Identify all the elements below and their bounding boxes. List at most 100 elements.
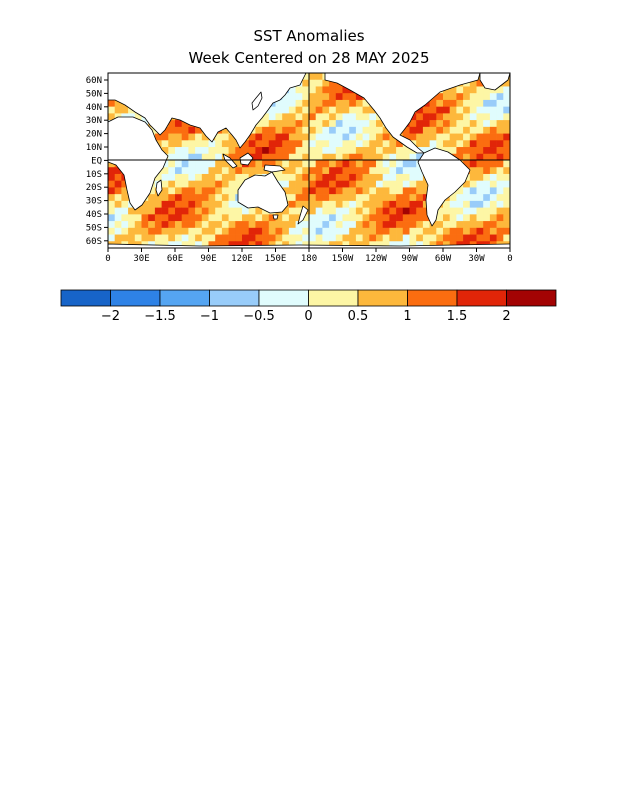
anomaly-cell [463, 227, 471, 235]
anomaly-cell [322, 106, 330, 114]
anomaly-cell [409, 227, 417, 235]
anomaly-cell [476, 147, 484, 155]
anomaly-cell [288, 93, 296, 101]
anomaly-cell [476, 153, 484, 161]
anomaly-cell [369, 106, 377, 114]
anomaly-cell [503, 79, 511, 87]
anomaly-cell [175, 227, 182, 235]
anomaly-cell [422, 126, 430, 134]
anomaly-cell [108, 167, 115, 175]
anomaly-cell [201, 234, 209, 242]
anomaly-cell [355, 194, 363, 202]
anomaly-cell [376, 153, 383, 161]
anomaly-cell [469, 93, 477, 101]
anomaly-cell [436, 133, 444, 141]
anomaly-cell [436, 241, 444, 249]
anomaly-cell [175, 221, 182, 229]
anomaly-cell [315, 207, 323, 215]
anomaly-cell [382, 187, 390, 195]
anomaly-cell [168, 187, 176, 195]
anomaly-cell [483, 214, 491, 222]
anomaly-cell [309, 73, 316, 81]
anomaly-cell [154, 173, 162, 181]
anomaly-cell [208, 234, 216, 242]
anomaly-cell [409, 207, 417, 215]
anomaly-cell [409, 153, 417, 161]
anomaly-cell [489, 180, 497, 188]
anomaly-cell [288, 133, 296, 141]
anomaly-cell [302, 140, 310, 148]
anomaly-cell [148, 187, 156, 195]
anomaly-cell [355, 133, 363, 141]
anomaly-cell [309, 126, 316, 134]
anomaly-cell [416, 214, 424, 222]
anomaly-cell [322, 167, 330, 175]
anomaly-cell [469, 153, 477, 161]
lat-tick-label: 40S [86, 210, 102, 220]
anomaly-cell [168, 153, 176, 161]
anomaly-cell [208, 140, 216, 148]
anomaly-cell [476, 133, 484, 141]
anomaly-cell [195, 227, 203, 235]
anomaly-cell [503, 106, 511, 114]
anomaly-cell [496, 106, 504, 114]
anomaly-cell [382, 160, 390, 168]
anomaly-cell [376, 160, 383, 168]
anomaly-cell [483, 106, 491, 114]
anomaly-cell [315, 227, 323, 235]
anomaly-cell [215, 133, 223, 141]
anomaly-cell [262, 234, 270, 242]
anomaly-cell [262, 133, 270, 141]
anomaly-cell [242, 140, 249, 148]
anomaly-cell [369, 180, 377, 188]
anomaly-cell [389, 180, 397, 188]
anomaly-cell [496, 214, 504, 222]
anomaly-cell [483, 153, 491, 161]
anomaly-cell [342, 153, 350, 161]
anomaly-cell [255, 126, 263, 134]
anomaly-cell [449, 227, 457, 235]
anomaly-cell [282, 99, 290, 107]
anomaly-cell [329, 106, 337, 114]
anomaly-cell [369, 214, 377, 222]
anomaly-cell [429, 106, 437, 114]
anomaly-cell [161, 173, 169, 181]
anomaly-cell [362, 167, 370, 175]
anomaly-cell [154, 207, 162, 215]
anomaly-cell [282, 126, 290, 134]
anomaly-cell [443, 234, 450, 242]
anomaly-cell [349, 167, 357, 175]
anomaly-cell [121, 180, 129, 188]
anomaly-cell [489, 221, 497, 229]
anomaly-cell [476, 180, 484, 188]
anomaly-cell [309, 99, 316, 107]
anomaly-cell [288, 106, 296, 114]
anomaly-cell [288, 167, 296, 175]
anomaly-cell [215, 200, 223, 208]
anomaly-cell [248, 227, 256, 235]
anomaly-cell [255, 153, 263, 161]
anomaly-cell [456, 207, 464, 215]
anomaly-cell [349, 93, 357, 101]
anomaly-cell [175, 173, 182, 181]
anomaly-cell [443, 113, 450, 121]
anomaly-cell [335, 120, 343, 128]
lat-tick-label: 60S [86, 237, 102, 247]
anomaly-cell [114, 207, 122, 215]
anomaly-cell [416, 207, 424, 215]
anomaly-cell [181, 160, 189, 168]
anomaly-cell [342, 106, 350, 114]
anomaly-cell [302, 200, 310, 208]
anomaly-cell [188, 180, 196, 188]
anomaly-cell [476, 200, 484, 208]
anomaly-cell [315, 167, 323, 175]
anomaly-cell [329, 120, 337, 128]
anomaly-cell [476, 207, 484, 215]
anomaly-cell [362, 227, 370, 235]
anomaly-cell [456, 86, 464, 94]
colorbar-swatch [209, 289, 260, 307]
anomaly-cell [128, 106, 136, 114]
anomaly-cell [262, 126, 270, 134]
anomaly-cell [181, 180, 189, 188]
anomaly-cell [389, 194, 397, 202]
